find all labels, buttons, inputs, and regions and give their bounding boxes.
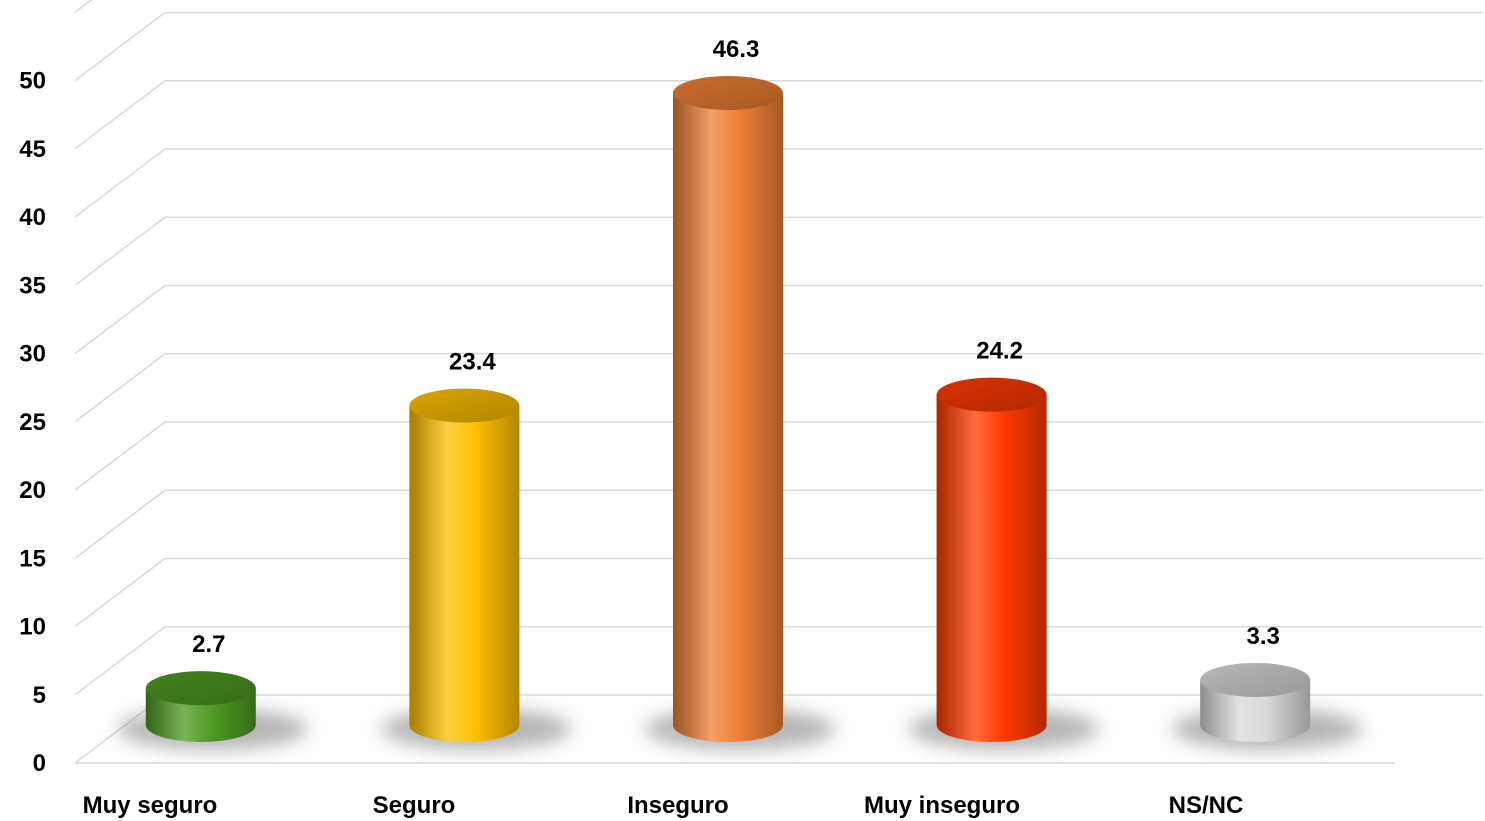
gridline-diagonal [74,148,166,218]
gridline-diagonal [74,284,166,355]
bars [117,76,1363,750]
y-tick-label: 40 [19,204,46,231]
gridline-diagonal [74,557,166,628]
bar-body [936,394,1047,742]
category-label: Muy seguro [83,792,218,819]
bar-top [936,377,1047,412]
bar-top [145,671,256,706]
gridline-diagonal [74,626,166,696]
y-tick-label: 30 [19,341,46,368]
bar-body [1200,679,1311,742]
gridline-diagonal [74,353,166,423]
gridlines [74,0,1483,764]
gridline-diagonal [74,489,166,559]
data-label: 23.4 [449,349,496,376]
bar-inseguro [645,76,835,750]
bar-muy-seguro [117,671,308,750]
gridline-diagonal [74,216,166,286]
gridline-diagonal [74,80,166,150]
bar-seguro [381,388,572,750]
bar-body [409,405,520,742]
data-label: 24.2 [976,338,1023,365]
bar-top [1200,662,1311,697]
category-label: NS/NC [1169,792,1244,819]
bar-ns-nc [1172,662,1363,750]
y-tick-label: 50 [19,68,46,95]
y-axis-ticks: 0 5 10 15 20 25 30 35 40 45 50 [19,68,46,778]
data-labels: 2.7 23.4 46.3 24.2 3.3 [192,36,1280,658]
y-tick-label: 35 [19,272,46,299]
bar-top [673,76,783,111]
data-label: 3.3 [1247,623,1280,650]
gridline-diagonal [74,0,93,13]
y-tick-label: 45 [19,136,46,163]
y-tick-label: 25 [19,409,46,436]
bar-muy-inseguro [908,377,1099,750]
gridline-diagonal [74,421,166,491]
y-tick-label: 10 [19,614,46,641]
y-tick-label: 20 [19,477,46,504]
category-label: Seguro [373,792,456,819]
data-label: 2.7 [192,631,225,658]
y-tick-label: 0 [33,750,46,777]
x-axis-categories: Muy seguro Seguro Inseguro Muy inseguro NS/N… [83,792,1244,819]
data-label: 46.3 [713,36,760,63]
bar-top [409,388,520,423]
gridline-diagonal [74,11,166,82]
bar-body [673,93,783,742]
category-label: Inseguro [627,792,728,819]
y-tick-label: 5 [33,682,46,709]
category-label: Muy inseguro [864,792,1020,819]
y-tick-label: 15 [19,545,46,572]
